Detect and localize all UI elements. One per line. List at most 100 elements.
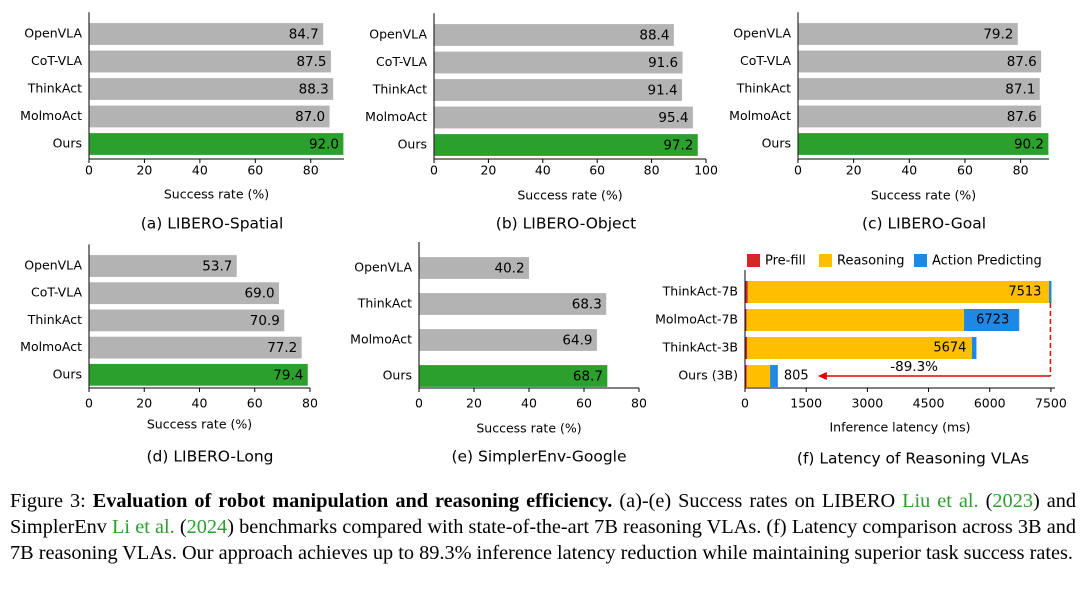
bar-segment-action-predicting — [971, 337, 977, 359]
reduction-arrow-head — [817, 372, 827, 380]
total-label: 5674 — [933, 341, 966, 356]
category-label: Ours (3B) — [678, 368, 738, 383]
caption-title: Evaluation of robot manipulation and rea… — [92, 490, 613, 512]
bar-baseline — [88, 49, 333, 74]
caption-body-3: benchmarks compared with state-of-the-ar… — [10, 516, 1076, 564]
citation-liu[interactable]: Liu et al. — [902, 490, 979, 512]
value-label: 40.2 — [494, 261, 524, 277]
x-tick-label: 60 — [247, 163, 263, 178]
category-label: MolmoAct-7B — [655, 312, 738, 327]
value-label: 70.9 — [250, 313, 280, 329]
bar-segment-pre-fill — [745, 281, 748, 303]
x-tick-label: 60 — [247, 396, 263, 411]
x-tick-label: 4500 — [913, 396, 945, 411]
value-label: 87.1 — [1005, 82, 1035, 98]
category-label: OpenVLA — [24, 26, 82, 41]
value-label: 87.5 — [296, 54, 326, 70]
bar-segment-action-predicting — [964, 309, 1020, 331]
chart-subtitle: (b) LIBERO-Object — [496, 215, 636, 233]
category-label: ThinkAct — [357, 296, 412, 311]
x-tick-label: 60 — [957, 163, 973, 178]
value-label: 97.2 — [663, 138, 693, 154]
value-label: 68.3 — [572, 297, 602, 313]
category-label: OpenVLA — [354, 260, 412, 275]
x-tick-label: 40 — [192, 163, 208, 178]
total-label: 805 — [784, 369, 809, 384]
bar-baseline — [433, 22, 676, 48]
x-tick-label: 6000 — [974, 396, 1006, 411]
x-tick-label: 80 — [1013, 163, 1029, 178]
bar-segment-action-predicting — [1049, 281, 1052, 303]
bar-baseline — [433, 77, 684, 103]
chart-f-legend: Pre-fill Reasoning Action Predicting — [747, 254, 1042, 269]
x-tick-label: 40 — [192, 396, 208, 411]
x-tick-label: 1500 — [790, 396, 822, 411]
bar-baseline — [797, 104, 1043, 129]
x-tick-label: 0 — [741, 396, 749, 411]
bar-baseline — [797, 76, 1041, 102]
legend-label: Reasoning — [837, 254, 904, 269]
chart-panel-d: OpenVLA 53.7 CoT-VLA 69.0 ThinkAct 70.9 MolmoA… — [20, 244, 318, 466]
bar-ours — [88, 131, 345, 157]
value-label: 77.2 — [267, 340, 297, 356]
citation-li[interactable]: Li et al. — [112, 516, 175, 538]
x-tick-label: 20 — [136, 163, 152, 178]
x-tick-label: 40 — [535, 163, 551, 178]
x-tick-label: 100 — [694, 163, 718, 178]
citation-liu-year[interactable]: 2023 — [992, 490, 1033, 512]
x-tick-label: 0 — [415, 396, 423, 411]
category-label: MolmoAct — [365, 109, 427, 124]
x-tick-label: 20 — [480, 163, 496, 178]
value-label: 69.0 — [245, 286, 275, 302]
legend-swatch — [819, 254, 832, 267]
bar-baseline — [797, 49, 1043, 74]
total-label: 6723 — [976, 313, 1009, 328]
bar-segment-reasoning — [747, 281, 1050, 303]
chart-subtitle: (e) SimplerEnv-Google — [451, 448, 626, 466]
x-axis-title: Success rate (%) — [164, 187, 269, 202]
reduction-annotation: -89.3% — [890, 359, 938, 375]
value-label: 79.2 — [983, 27, 1013, 43]
value-label: 64.9 — [562, 333, 592, 349]
x-tick-label: 0 — [430, 163, 438, 178]
bar-ours — [433, 132, 699, 158]
bar-segment-action-predicting — [770, 365, 778, 387]
category-label: Ours — [383, 368, 412, 383]
category-label: OpenVLA — [733, 26, 791, 41]
chart-subtitle: (c) LIBERO-Goal — [862, 215, 986, 233]
category-label: Ours — [53, 366, 82, 381]
category-label: CoT-VLA — [31, 285, 82, 300]
chart-panel-e: OpenVLA 40.2 ThinkAct 68.3 MolmoAct 64.9 Ours 6… — [350, 242, 647, 466]
bar-ours — [797, 131, 1050, 157]
bar-baseline — [433, 50, 684, 75]
bar-baseline — [88, 104, 331, 129]
x-tick-label: 20 — [846, 163, 862, 178]
x-tick-label: 0 — [794, 163, 802, 178]
bar-baseline — [88, 76, 335, 102]
category-label: ThinkAct-3B — [662, 340, 738, 355]
value-label: 95.4 — [658, 110, 688, 126]
bar-baseline — [433, 105, 695, 130]
x-tick-label: 40 — [901, 163, 917, 178]
citation-li-year[interactable]: 2024 — [186, 516, 228, 538]
caption-body-1: (a)-(e) Success rates on LIBERO — [612, 490, 903, 512]
x-tick-label: 0 — [85, 396, 93, 411]
chart-subtitle: (f) Latency of Reasoning VLAs — [797, 450, 1029, 468]
category-label: OpenVLA — [24, 258, 82, 273]
category-label: CoT-VLA — [31, 53, 82, 68]
legend-swatch — [914, 254, 927, 267]
x-tick-label: 7500 — [1035, 396, 1067, 411]
x-tick-label: 80 — [631, 396, 647, 411]
category-label: ThinkAct — [372, 82, 427, 97]
value-label: 91.6 — [648, 55, 678, 71]
x-tick-label: 40 — [521, 396, 537, 411]
value-label: 87.6 — [1007, 109, 1037, 125]
category-label: ThinkAct — [27, 312, 82, 327]
category-label: OpenVLA — [369, 27, 427, 42]
category-label: ThinkAct — [736, 81, 791, 96]
x-axis-title: Success rate (%) — [476, 421, 581, 436]
total-label: 7513 — [1008, 285, 1041, 300]
x-tick-label: 80 — [303, 163, 319, 178]
chart-panel-c: OpenVLA 79.2 CoT-VLA 87.6 ThinkAct 87.1 MolmoA… — [729, 12, 1050, 233]
category-label: CoT-VLA — [376, 54, 427, 69]
